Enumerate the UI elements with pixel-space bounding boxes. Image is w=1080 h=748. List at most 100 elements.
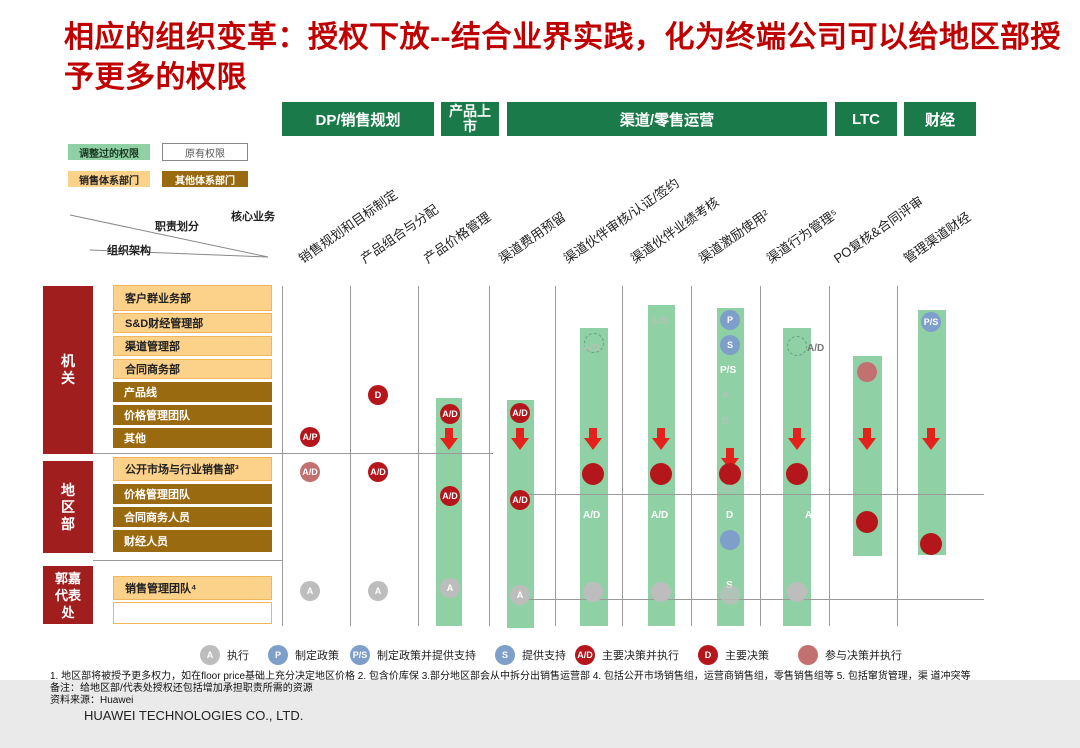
arrow-down-icon <box>652 428 670 450</box>
cell-ad-label: A/D <box>583 510 601 521</box>
dept-row: 客户群业务部 <box>113 285 272 311</box>
cell-former-ad-circle <box>787 336 807 356</box>
dept-row: 渠道管理部 <box>113 336 272 356</box>
dept-row: 合同商务人员 <box>113 507 272 527</box>
dept-row: 产品线 <box>113 382 272 402</box>
row-separator <box>520 599 984 600</box>
grid-line <box>282 286 283 626</box>
arrow-down-icon <box>858 428 876 450</box>
dept-row: S&D财经管理部 <box>113 313 272 333</box>
cell-former-ad-label: A/D <box>807 343 825 354</box>
cell-a-circle <box>720 585 740 605</box>
legend-symbol: P/S <box>350 645 370 665</box>
footnote-line: 备注：给地区部/代表处授权还包括增加承担职责所需的资源 <box>50 683 313 694</box>
grid-line <box>760 286 761 626</box>
grid-line <box>829 286 830 626</box>
grid-line <box>418 286 419 626</box>
legend-symbol: D <box>698 645 718 665</box>
header-ltc: LTC <box>835 102 897 136</box>
dept-row: 财经人员 <box>113 530 272 552</box>
cell-ad-circle: A/D <box>510 403 530 423</box>
cell-ad-circle: A/D <box>510 490 530 510</box>
column-title-partner-audit: 渠道伙伴审核/认证/签约 <box>560 175 682 267</box>
cell-a-circle: A <box>368 581 388 601</box>
dept-row: 公开市场与行业销售部³ <box>113 457 272 481</box>
diag-label-duty-division: 职责划分 <box>155 221 199 233</box>
dept-row: 其他 <box>113 428 272 448</box>
key-other-dept: 其他体系部门 <box>162 171 248 187</box>
diag-label-org-structure: 组织架构 <box>107 245 151 257</box>
cell-former-ad-label: A/D <box>720 484 738 495</box>
cell-former-a-label: A <box>722 390 730 401</box>
cell-decision-circle <box>786 463 808 485</box>
footnote-line: 1. 地区部将被授予更多权力，如在floor price基础上充分决定地区价格 … <box>50 671 971 682</box>
legend-policy-support: P/S 制定政策并提供支持 <box>350 645 476 665</box>
footnotes: 1. 地区部将被授予更多权力，如在floor price基础上充分决定地区价格 … <box>50 671 1050 707</box>
grid-line <box>555 286 556 626</box>
grid-line <box>350 286 351 626</box>
grid-line <box>691 286 692 626</box>
legend-symbol: A/D <box>575 645 595 665</box>
legend-symbol: S <box>495 645 515 665</box>
legend-text: 执行 <box>227 650 249 662</box>
legend-participate: 参与决策并执行 <box>798 645 902 665</box>
arrow-down-icon <box>788 428 806 450</box>
header-channel-retail-ops: 渠道/零售运营 <box>507 102 827 136</box>
cell-a-circle <box>787 582 807 602</box>
legend-decide: D 主要决策 <box>698 645 769 665</box>
row-separator <box>93 453 493 454</box>
legend-text: 制定政策 <box>295 650 339 662</box>
dept-row: 价格管理团队 <box>113 405 272 425</box>
cell-d-label: D <box>726 510 734 521</box>
header-dp-sales-planning: DP/销售规划 <box>282 102 434 136</box>
cell-ap-circle: A/P <box>300 427 320 447</box>
key-original-authority: 原有权限 <box>162 143 248 161</box>
column-title-channel-fee: 渠道费用预留 <box>495 209 569 267</box>
cell-decision-circle <box>650 463 672 485</box>
cell-a-label: A <box>805 510 813 521</box>
cell-support-circle <box>720 530 740 550</box>
company-name: HUAWEI TECHNOLOGIES CO., LTD. <box>84 708 304 723</box>
cell-ps-label: P/S <box>720 365 737 376</box>
cell-former-ad-label: A/D <box>583 343 601 354</box>
grid-line <box>622 286 623 626</box>
header-finance: 财经 <box>904 102 976 136</box>
legend-decide-execute: A/D 主要决策并执行 <box>575 645 679 665</box>
diagonal-header-lines <box>69 214 269 258</box>
cell-former-ad-label: A/D <box>651 316 669 327</box>
page-title: 相应的组织变革：授权下放--结合业界实践，化为终端公司可以给地区部授予更多的权限 <box>64 21 1061 94</box>
cell-ad-circle: A/D <box>368 462 388 482</box>
footnote-line: 资料来源：Huawei <box>50 695 134 706</box>
footer-band <box>0 680 1080 748</box>
column-title-sales-planning: 销售规划和目标制定 <box>295 186 401 267</box>
grid-line <box>897 286 898 626</box>
row-separator <box>93 560 283 561</box>
org-group-rep-office: 郭嘉 代表 处 <box>43 566 93 624</box>
dept-row: 价格管理团队 <box>113 484 272 504</box>
cell-a-circle: A <box>510 585 530 605</box>
cell-a-circle <box>583 582 603 602</box>
legend-text: 主要决策并执行 <box>602 650 679 662</box>
legend-symbol <box>798 645 818 665</box>
dept-row: 合同商务部 <box>113 359 272 379</box>
dept-row: 销售管理团队⁴ <box>113 576 272 600</box>
header-product-launch: 产品上市 <box>441 102 499 136</box>
key-sales-dept: 销售体系部门 <box>68 171 150 187</box>
cell-participate-circle <box>857 362 877 382</box>
cell-a-circle: A <box>440 578 460 598</box>
cell-a-circle <box>651 582 671 602</box>
org-group-region: 地 区 部 <box>43 461 93 553</box>
arrow-down-icon <box>440 428 458 450</box>
cell-former-d-label: D <box>722 416 730 427</box>
legend-symbol: P <box>268 645 288 665</box>
cell-ps-circle: P/S <box>921 312 941 332</box>
arrow-down-icon <box>584 428 602 450</box>
legend-text: 参与决策并执行 <box>825 650 902 662</box>
cell-decision-circle <box>920 533 942 555</box>
legend-text: 主要决策 <box>725 650 769 662</box>
dept-row-empty <box>113 602 272 624</box>
org-group-hq: 机 关 <box>43 286 93 454</box>
arrow-down-icon <box>511 428 529 450</box>
column-title-channel-behavior: 渠道行为管理⁵ <box>763 206 841 267</box>
arrow-down-icon <box>922 428 940 450</box>
